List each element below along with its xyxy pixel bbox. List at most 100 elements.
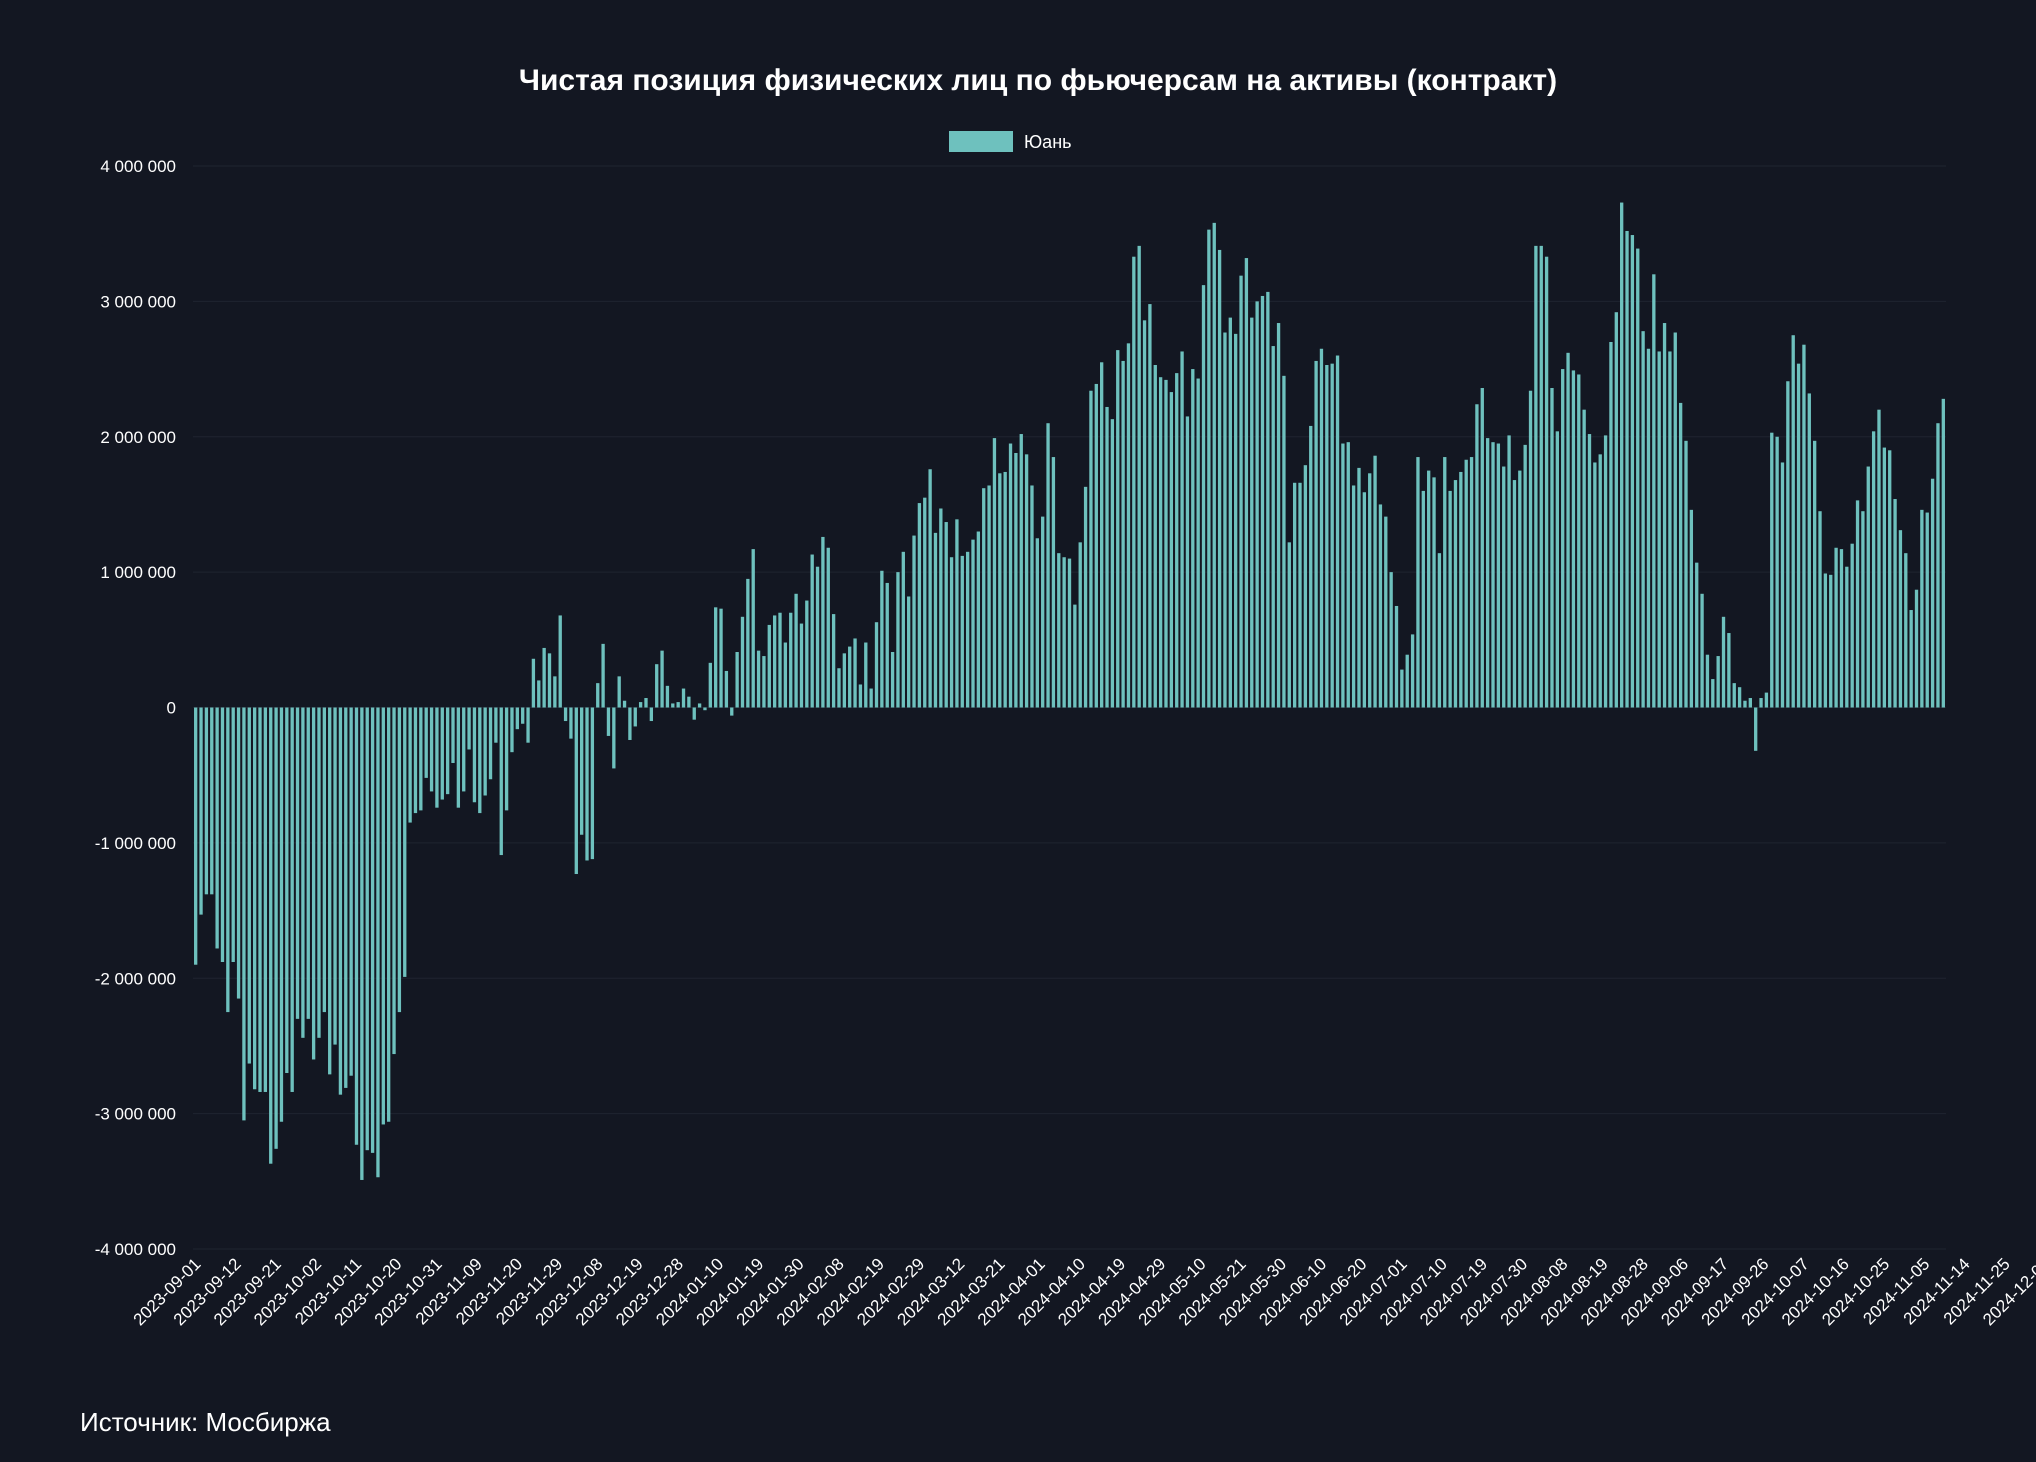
bar[interactable] [992, 438, 997, 708]
bar[interactable] [419, 707, 423, 811]
bar[interactable] [965, 551, 970, 708]
bar[interactable] [1571, 370, 1576, 708]
bar[interactable] [1700, 593, 1704, 708]
bar[interactable] [1754, 707, 1758, 751]
bar[interactable] [644, 698, 648, 708]
bar[interactable] [542, 647, 546, 708]
bar[interactable] [1464, 459, 1468, 708]
bar[interactable] [1855, 500, 1860, 708]
bar[interactable] [767, 624, 771, 708]
bar[interactable] [837, 668, 841, 708]
bar[interactable] [1539, 245, 1543, 708]
bar[interactable] [1748, 698, 1752, 708]
bar[interactable] [719, 608, 723, 708]
bar[interactable] [1132, 256, 1136, 708]
bar[interactable] [617, 676, 621, 708]
bar[interactable] [392, 707, 396, 1055]
bar[interactable] [1561, 369, 1565, 708]
bar[interactable] [1266, 291, 1270, 708]
bar[interactable] [1234, 333, 1238, 708]
bar[interactable] [1089, 390, 1093, 708]
bar[interactable] [269, 707, 273, 1164]
bar[interactable] [1882, 447, 1887, 708]
bar[interactable] [1587, 434, 1592, 708]
bar[interactable] [606, 707, 611, 736]
bar[interactable] [1786, 381, 1790, 708]
bar[interactable] [638, 702, 643, 708]
bar[interactable] [499, 707, 503, 856]
bar[interactable] [1255, 301, 1259, 708]
bar[interactable] [831, 614, 836, 708]
bar[interactable] [1727, 633, 1731, 708]
bar[interactable] [1041, 516, 1045, 708]
bar[interactable] [1292, 482, 1297, 708]
bar[interactable] [1126, 343, 1131, 708]
bar[interactable] [928, 469, 932, 708]
bar[interactable] [799, 623, 804, 708]
bar[interactable] [633, 707, 637, 727]
bar[interactable] [1475, 404, 1479, 708]
bar[interactable] [1861, 511, 1865, 708]
bar[interactable] [1078, 542, 1082, 708]
bar[interactable] [349, 707, 353, 1076]
bar[interactable] [1904, 553, 1908, 708]
bar[interactable] [1057, 553, 1061, 708]
bar[interactable] [563, 707, 568, 722]
bar[interactable] [1941, 398, 1945, 708]
bar[interactable] [735, 652, 739, 708]
bar[interactable] [1721, 616, 1726, 708]
bar[interactable] [585, 707, 589, 861]
bar[interactable] [1196, 378, 1200, 708]
bar[interactable] [1845, 566, 1849, 708]
bar[interactable] [445, 707, 450, 795]
bar[interactable] [794, 593, 798, 708]
bar[interactable] [1662, 323, 1667, 708]
bar[interactable] [397, 707, 402, 1013]
bar[interactable] [1469, 457, 1474, 708]
bar[interactable] [890, 652, 895, 708]
bar[interactable] [848, 646, 852, 708]
bar[interactable] [1480, 388, 1484, 708]
bar[interactable] [671, 703, 675, 708]
bar[interactable] [1448, 490, 1452, 708]
bar[interactable] [1421, 490, 1425, 708]
bar[interactable] [317, 707, 321, 1038]
bar[interactable] [451, 707, 455, 764]
bar[interactable] [944, 522, 948, 708]
bar[interactable] [805, 600, 809, 708]
bar[interactable] [692, 707, 696, 720]
bar[interactable] [1437, 553, 1442, 708]
bar[interactable] [1239, 275, 1243, 708]
bar[interactable] [1335, 355, 1340, 708]
bar[interactable] [842, 653, 846, 708]
bar[interactable] [472, 707, 477, 803]
bar[interactable] [1925, 512, 1929, 708]
bar[interactable] [290, 707, 294, 1092]
bar[interactable] [789, 612, 793, 708]
bar[interactable] [435, 707, 439, 808]
bar[interactable] [1282, 375, 1286, 708]
bar[interactable] [982, 488, 986, 708]
bar[interactable] [1603, 435, 1608, 708]
bar[interactable] [1850, 543, 1854, 708]
bar[interactable] [1169, 392, 1174, 708]
bar[interactable] [869, 688, 873, 708]
bar[interactable] [687, 696, 691, 708]
bar[interactable] [912, 535, 916, 708]
bar[interactable] [338, 707, 343, 1095]
bar[interactable] [853, 638, 857, 708]
bar[interactable] [199, 707, 203, 915]
bar[interactable] [885, 582, 889, 708]
bar[interactable] [612, 707, 616, 769]
bar[interactable] [724, 670, 729, 708]
bar[interactable] [1394, 605, 1399, 708]
bar[interactable] [1813, 440, 1817, 708]
bar[interactable] [1909, 610, 1913, 708]
bar[interactable] [907, 596, 911, 708]
bar[interactable] [1684, 440, 1688, 708]
bar[interactable] [1319, 348, 1324, 708]
bar[interactable] [344, 707, 348, 1088]
bar[interactable] [515, 707, 519, 730]
bar[interactable] [1625, 230, 1629, 708]
bar[interactable] [1368, 473, 1372, 708]
